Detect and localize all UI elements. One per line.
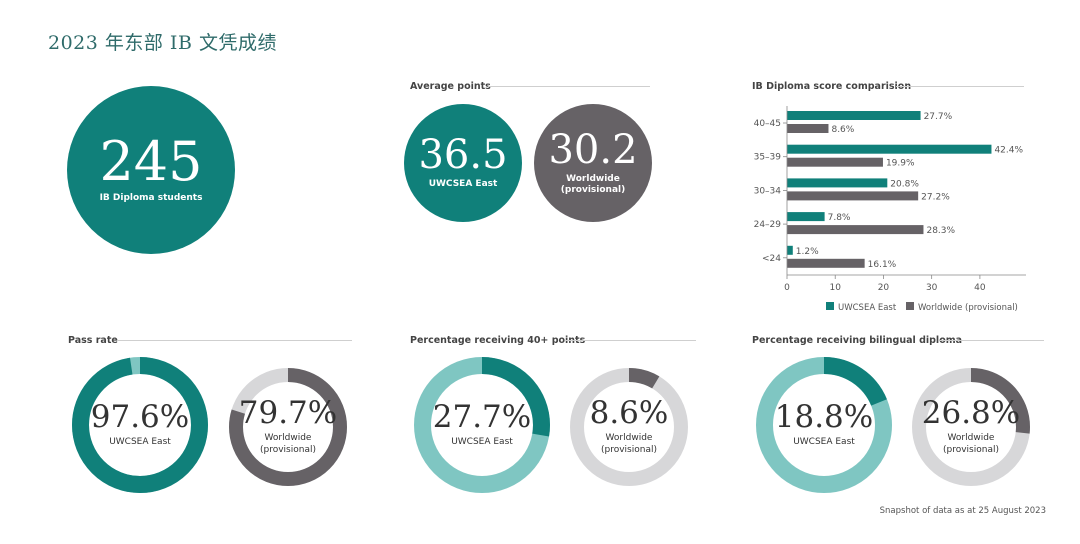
pct-40plus-world-pct: 8.6% bbox=[589, 395, 669, 432]
bar-value-label: 20.8% bbox=[890, 179, 919, 189]
pass-rate-east-donut: 97.6% UWCSEA East bbox=[72, 357, 208, 493]
category-label: 30–34 bbox=[754, 186, 782, 196]
bar bbox=[787, 191, 919, 201]
pass-rate-world-label-1: Worldwide bbox=[264, 433, 312, 444]
bar-value-label: 16.1% bbox=[868, 260, 897, 270]
students-count: 245 bbox=[99, 130, 203, 194]
x-tick-label: 40 bbox=[974, 283, 986, 293]
pass-rate-label: Pass rate bbox=[68, 335, 118, 346]
pct-40plus-world-label-1: Worldwide bbox=[605, 433, 653, 444]
bar bbox=[787, 111, 921, 120]
bilingual-east-pct: 18.8% bbox=[774, 398, 874, 435]
x-tick-label: 10 bbox=[829, 283, 841, 293]
students-label: IB Diploma students bbox=[99, 193, 203, 204]
bar bbox=[787, 144, 992, 154]
bilingual-east-donut: 18.8% UWCSEA East bbox=[756, 357, 892, 493]
pct-40plus-east-pct: 27.7% bbox=[432, 398, 532, 435]
pass-rate-east-label: UWCSEA East bbox=[109, 436, 171, 447]
average-points-label: Average points bbox=[410, 81, 491, 92]
bilingual-east-label: UWCSEA East bbox=[793, 436, 855, 447]
average-points-rule bbox=[488, 86, 650, 87]
category-label: <24 bbox=[762, 254, 781, 264]
bar bbox=[787, 178, 888, 188]
chart-title: IB Diploma score comparision bbox=[752, 81, 912, 92]
category-label: 40–45 bbox=[754, 119, 781, 129]
avg-world-circle: 30.2 Worldwide (provisional) bbox=[534, 104, 652, 222]
bilingual-world-donut: 26.8% Worldwide (provisional) bbox=[912, 368, 1030, 486]
bilingual-rule bbox=[940, 340, 1044, 341]
donut-arc bbox=[72, 357, 208, 493]
chart-title-rule bbox=[896, 86, 1024, 87]
bar bbox=[787, 258, 865, 268]
legend-label-east: UWCSEA East bbox=[838, 303, 897, 313]
pct-40plus-world-label-2: (provisional) bbox=[601, 444, 657, 455]
bar bbox=[787, 212, 825, 222]
students-circle: 245 IB Diploma students bbox=[67, 86, 235, 254]
bilingual-world-label-1: Worldwide bbox=[947, 433, 995, 444]
donut-arc bbox=[912, 368, 1030, 486]
x-tick-label: 30 bbox=[926, 283, 938, 293]
donut-arc bbox=[414, 357, 550, 493]
bar bbox=[787, 245, 793, 255]
pct-40plus-world-donut: 8.6% Worldwide (provisional) bbox=[570, 368, 688, 486]
pass-rate-rule bbox=[118, 340, 352, 341]
avg-east-value: 36.5 bbox=[418, 132, 508, 179]
pass-rate-east-pct: 97.6% bbox=[90, 398, 190, 435]
bar-value-label: 19.9% bbox=[886, 159, 915, 169]
bar-value-label: 1.2% bbox=[796, 247, 819, 257]
donut-arc bbox=[229, 368, 347, 486]
pct-40plus-east-donut: 27.7% UWCSEA East bbox=[414, 357, 550, 493]
legend-swatch-world bbox=[906, 302, 914, 310]
pct-40plus-label: Percentage receiving 40+ points bbox=[410, 335, 586, 346]
bar-value-label: 42.4% bbox=[994, 146, 1023, 156]
legend-label-world: Worldwide (provisional) bbox=[918, 303, 1018, 313]
category-label: 35–39 bbox=[754, 153, 782, 163]
bar bbox=[787, 157, 883, 167]
donut-arc bbox=[756, 357, 892, 493]
x-tick-label: 20 bbox=[878, 283, 890, 293]
score-comparison-chart: 40–4527.7%8.6%35–3942.4%19.9%30–3420.8%2… bbox=[754, 106, 1026, 313]
bar-value-label: 8.6% bbox=[831, 125, 854, 135]
pct-40plus-rule bbox=[566, 340, 696, 341]
pass-rate-world-donut: 79.7% Worldwide (provisional) bbox=[229, 368, 347, 486]
pass-rate-world-label-2: (provisional) bbox=[260, 444, 316, 455]
bilingual-world-pct: 26.8% bbox=[921, 395, 1021, 432]
pass-rate-world-pct: 79.7% bbox=[238, 395, 338, 432]
donut-arc bbox=[570, 368, 688, 486]
category-label: 24–29 bbox=[754, 220, 782, 230]
avg-world-label-2: (provisional) bbox=[560, 185, 626, 195]
bilingual-world-label-2: (provisional) bbox=[943, 444, 999, 455]
bar bbox=[787, 225, 924, 235]
bar bbox=[787, 124, 829, 133]
page-title: 2023 年东部 IB 文凭成绩 bbox=[48, 32, 277, 54]
bar-value-label: 27.2% bbox=[921, 192, 950, 202]
avg-east-label: UWCSEA East bbox=[428, 179, 498, 190]
bilingual-label: Percentage receiving bilingual diploma bbox=[752, 335, 963, 346]
legend-swatch-east bbox=[826, 302, 834, 310]
avg-world-value: 30.2 bbox=[548, 126, 638, 173]
footnote: Snapshot of data as at 25 August 2023 bbox=[879, 506, 1046, 516]
avg-east-circle: 36.5 UWCSEA East bbox=[404, 104, 522, 222]
bar-value-label: 27.7% bbox=[924, 112, 953, 122]
bar-value-label: 28.3% bbox=[926, 226, 955, 236]
x-tick-label: 0 bbox=[784, 283, 790, 293]
bar-value-label: 7.8% bbox=[828, 213, 851, 223]
avg-world-label-1: Worldwide bbox=[566, 173, 620, 184]
pct-40plus-east-label: UWCSEA East bbox=[451, 436, 513, 447]
